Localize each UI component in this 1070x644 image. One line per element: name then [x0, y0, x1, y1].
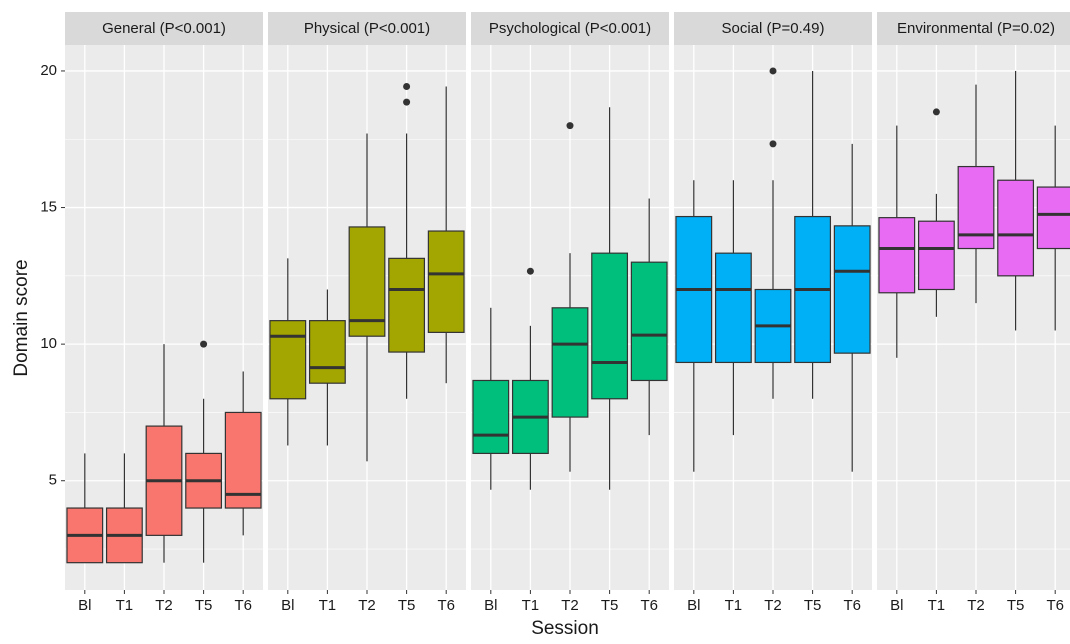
box — [427, 230, 465, 333]
facet-title: General (P<0.001) — [102, 20, 226, 37]
x-tick-label: T2 — [358, 597, 376, 614]
x-tick-label: T2 — [155, 597, 173, 614]
box — [388, 257, 426, 353]
strip — [877, 12, 1070, 45]
strip — [268, 12, 466, 45]
x-tick-label: Bl — [484, 597, 497, 614]
outlier — [403, 98, 411, 106]
x-tick-label: T5 — [1007, 597, 1025, 614]
strip — [674, 12, 872, 45]
box — [472, 379, 510, 455]
y-axis-label: Domain score — [11, 259, 32, 376]
box — [591, 252, 629, 400]
facet-title: Physical (P<0.001) — [304, 20, 430, 37]
outlier — [769, 140, 777, 148]
strip — [471, 12, 669, 45]
x-tick-label: T5 — [601, 597, 619, 614]
outlier — [566, 122, 574, 130]
outlier — [526, 267, 534, 275]
x-tick-label: T1 — [319, 597, 337, 614]
box — [630, 261, 668, 382]
box — [714, 252, 752, 364]
outlier — [932, 108, 940, 116]
x-tick-label: T2 — [561, 597, 579, 614]
outlier — [769, 67, 777, 75]
facet-title: Environmental (P=0.02) — [897, 20, 1055, 37]
box — [917, 220, 955, 291]
x-tick-label: T5 — [195, 597, 213, 614]
x-tick-label: T5 — [804, 597, 822, 614]
box — [308, 320, 346, 384]
x-tick-label: T6 — [437, 597, 455, 614]
x-tick-label: Bl — [78, 597, 91, 614]
x-tick-label: T6 — [843, 597, 861, 614]
outlier — [200, 340, 208, 348]
x-tick-label: T2 — [764, 597, 782, 614]
box — [878, 217, 916, 294]
panel-background — [877, 45, 1070, 590]
strip — [65, 12, 263, 45]
x-tick-label: T1 — [928, 597, 946, 614]
box — [269, 320, 307, 400]
y-tick-label: 5 — [49, 472, 57, 489]
y-tick-label: 10 — [40, 335, 57, 352]
facet-title: Psychological (P<0.001) — [489, 20, 651, 37]
box — [348, 226, 386, 337]
outlier — [403, 83, 411, 91]
y-tick-label: 15 — [40, 199, 57, 216]
x-axis-label: Session — [531, 618, 599, 639]
x-tick-label: Bl — [890, 597, 903, 614]
x-tick-label: Bl — [281, 597, 294, 614]
x-tick-label: T1 — [522, 597, 540, 614]
box — [1036, 186, 1070, 250]
x-tick-label: T1 — [725, 597, 743, 614]
y-tick-label: 20 — [40, 62, 57, 79]
x-tick-label: T5 — [398, 597, 416, 614]
box — [224, 411, 262, 509]
x-tick-label: T6 — [640, 597, 658, 614]
box — [551, 307, 589, 418]
x-tick-label: Bl — [687, 597, 700, 614]
x-tick-label: T6 — [1046, 597, 1064, 614]
x-tick-label: T2 — [967, 597, 985, 614]
x-tick-label: T1 — [116, 597, 134, 614]
box — [833, 225, 871, 354]
x-tick-label: T6 — [234, 597, 252, 614]
facet-title: Social (P=0.49) — [722, 20, 825, 37]
box — [997, 179, 1035, 277]
